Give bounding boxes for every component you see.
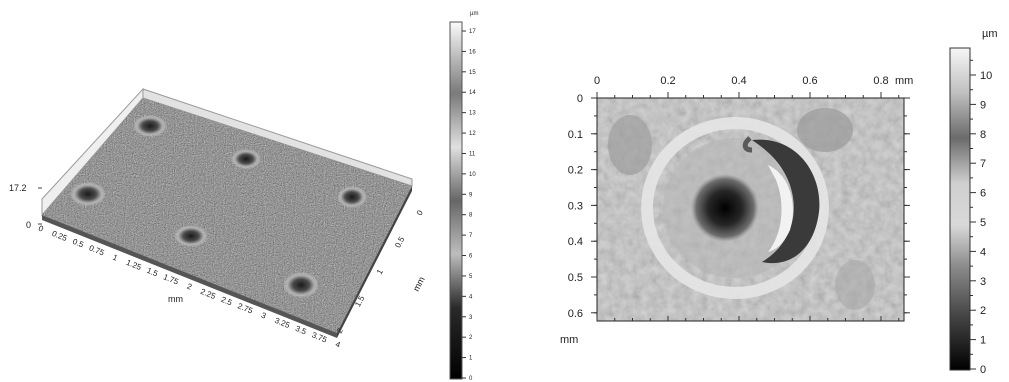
map-x-tick-label: 0.4 xyxy=(731,75,746,87)
left-colorbar-tick-label: 14 xyxy=(469,90,476,96)
right-colorbar-tick-label: 9 xyxy=(980,99,986,111)
y-axis-label-3d: mm xyxy=(411,275,427,293)
dark-spot xyxy=(691,174,759,242)
left-colorbar-tick-label: 9 xyxy=(469,192,473,198)
z-max-label: 17.2 xyxy=(9,183,27,193)
map-y-ticks: 0 0.1 0.2 0.3 0.4 0.5 0.6 xyxy=(568,93,910,320)
map-x-unit: mm xyxy=(895,75,913,87)
left-colorbar-tick-label: 5 xyxy=(469,274,473,280)
map-x-tick-label: 0.2 xyxy=(660,75,675,87)
left-colorbar-tick-label: 15 xyxy=(469,70,476,76)
map-y-tick-label: 0.1 xyxy=(568,129,583,141)
left-colorbar-tick-label: 0 xyxy=(469,376,473,382)
left-colorbar-tick-label: 6 xyxy=(469,254,473,260)
front-edge-right xyxy=(337,186,412,338)
right-colorbar-tick-label: 10 xyxy=(980,70,992,82)
pit xyxy=(174,225,208,247)
x-tick-3d: 0.5 xyxy=(71,237,85,250)
pit xyxy=(337,186,367,208)
pit xyxy=(70,182,106,206)
right-colorbar-tick-label: 2 xyxy=(980,305,986,317)
right-colorbar-tick-label: 6 xyxy=(980,188,986,200)
x-tick-3d: 3 xyxy=(260,311,268,321)
x-tick-3d: 3.5 xyxy=(294,324,308,337)
map-frame xyxy=(596,97,905,322)
x-tick-3d: 0.75 xyxy=(88,243,106,257)
map-y-tick-label: 0.2 xyxy=(568,165,583,177)
x-axis-label-3d: mm xyxy=(168,294,183,304)
x-tick-3d: 1.75 xyxy=(162,272,180,286)
crescent-feature xyxy=(752,139,820,264)
right-colorbar-tick-label: 5 xyxy=(980,217,986,229)
pit xyxy=(133,115,167,137)
x-tick-3d: 0 xyxy=(37,224,45,234)
left-colorbar-tick-label: 17 xyxy=(469,29,476,35)
left-colorbar-gradient xyxy=(449,21,463,380)
right-colorbar-unit: µm xyxy=(982,28,998,40)
left-colorbar-tick-label: 16 xyxy=(469,49,476,55)
right-colorbar-tick-label: 7 xyxy=(980,158,986,170)
left-colorbar-tick-label: 2 xyxy=(469,335,473,341)
right-colorbar-tick-label: 0 xyxy=(980,364,986,376)
map-y-tick-label: 0.3 xyxy=(568,200,583,212)
y-tick-3d: 1 xyxy=(375,267,385,276)
left-colorbar-tick-label: 8 xyxy=(469,213,473,219)
y-tick-3d: 2 xyxy=(335,326,345,335)
left-colorbar-tick-label: 11 xyxy=(469,151,476,157)
right-colorbar-tick-label: 8 xyxy=(980,129,986,141)
map-y-tick-label: 0.6 xyxy=(568,308,583,320)
right-colorbar-tick-label: 1 xyxy=(980,335,986,347)
left-colorbar-tick-label: 3 xyxy=(469,315,473,321)
map-y-unit: mm xyxy=(560,334,578,346)
pit xyxy=(283,272,319,298)
left-colorbar-unit: µm xyxy=(470,11,478,17)
map-x-ticks: 0 0.2 0.4 0.6 0.8 xyxy=(594,75,900,321)
x-tick-3d: 1.5 xyxy=(145,266,159,279)
map-x-tick-label: 0 xyxy=(594,75,600,87)
map-y-tick-label: 0.5 xyxy=(568,272,583,284)
x-tick-3d: 2 xyxy=(186,282,194,292)
right-colorbar-tick-label: 4 xyxy=(980,246,986,258)
left-colorbar-tick-label: 12 xyxy=(469,131,476,137)
height-map-panel: 0 0.2 0.4 0.6 0.8 0 0.1 0.2 0.3 0.4 0.5 0.6 mm mm xyxy=(560,75,913,346)
x-tick-3d: 1 xyxy=(111,253,119,263)
left-colorbar-tick-label: 13 xyxy=(469,111,476,117)
x-tick-3d: 4 xyxy=(334,340,342,350)
x-tick-3d: 0.25 xyxy=(51,229,69,243)
map-x-tick-label: 0.8 xyxy=(873,75,888,87)
map-y-tick-label: 0 xyxy=(577,93,583,105)
surface-3d-panel: 17.2 0 00.250.50.7511.251.51.7522.252.52… xyxy=(9,87,427,350)
front-edge-left xyxy=(42,215,337,338)
right-colorbar: µm 0 1 2 3 4 5 6 7 8 9 10 xyxy=(949,28,998,376)
right-colorbar-tick-label: 3 xyxy=(980,276,986,288)
left-colorbar-tick-label: 4 xyxy=(469,294,473,300)
left-colorbar-tick-label: 1 xyxy=(469,356,473,362)
left-colorbar-tick-label: 7 xyxy=(469,233,473,239)
left-colorbar-tick-label: 10 xyxy=(469,172,476,178)
right-colorbar-gradient xyxy=(949,47,971,371)
map-x-tick-label: 0.6 xyxy=(802,75,817,87)
x-tick-3d: 1.25 xyxy=(125,258,143,272)
z-zero-label: 0 xyxy=(26,220,31,230)
map-y-tick-label: 0.4 xyxy=(568,236,583,248)
outer-ring xyxy=(641,117,829,299)
y-tick-3d: 0 xyxy=(415,208,425,217)
pit xyxy=(231,149,261,169)
y-tick-3d: 0.5 xyxy=(393,235,406,250)
x-tick-3d: 2.5 xyxy=(220,295,234,308)
